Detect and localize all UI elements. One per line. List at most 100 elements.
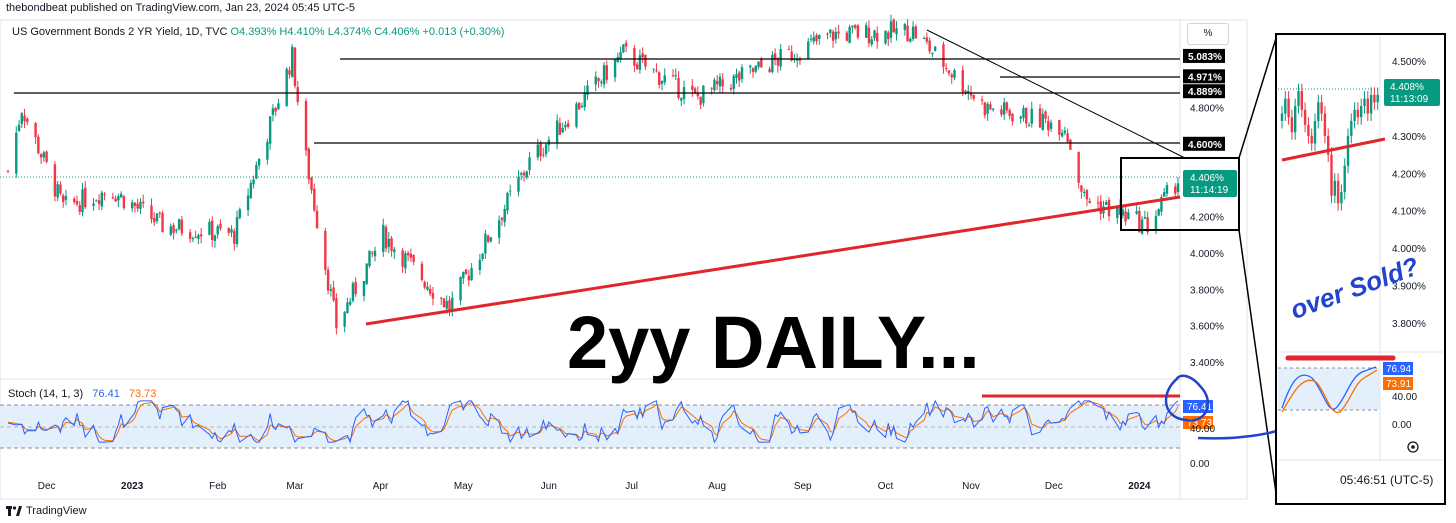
candle-body [34,123,37,138]
candle-body [81,189,84,213]
candle-body [864,25,868,38]
zoom-candle-body [1336,180,1340,204]
candle-body [776,58,780,66]
candle-body [953,70,956,78]
candle-body [738,72,741,81]
candle-body [155,213,159,222]
stoch-d-value: 73.73 [128,388,157,400]
candle-body [26,118,29,122]
candle-body [1058,120,1061,135]
zoom-candle-body [1320,102,1323,114]
candle-body [1066,133,1069,142]
candle-body [583,92,586,108]
candle-body [219,223,222,229]
zoom-candle-body [1307,124,1310,136]
zoom-candle-body [1317,102,1320,121]
candle-body [597,78,600,82]
candle-body [1127,212,1130,219]
candle-body [773,53,777,60]
candle-body [853,25,857,28]
candle-body [406,252,410,256]
candle-body [660,80,664,84]
zoom-candle-body [1366,98,1369,114]
candle-body [136,203,139,209]
zoom-stoch-d [1281,369,1378,413]
tradingview-brand: TradingView [26,505,87,517]
candle-body [1019,116,1022,119]
candle-body [729,87,733,90]
candle-body [751,68,755,72]
zoom-y-tick-label: 3.900% [1392,281,1426,292]
zoom-candle-body [1290,117,1294,133]
candle-body [779,49,782,67]
stoch-d-tag: 73.73 [1187,418,1212,429]
candle-body [655,70,658,72]
candle-body [693,88,697,94]
candle-body [867,27,871,44]
candle-body [586,85,589,95]
candle-body [1027,124,1031,126]
candle-body [274,107,277,112]
y-tick-label: 3.600% [1190,322,1224,333]
candle-body [285,68,288,106]
candle-body [199,234,203,237]
percent-scale-button[interactable]: % [1187,23,1229,45]
candle-body [710,87,713,89]
candle-body [61,195,65,203]
candle-body [73,198,76,202]
zoom-candle-body [1303,109,1307,125]
candle-body [1069,139,1072,150]
candle-body [56,184,59,198]
candle-body [1011,113,1014,122]
zoom-candle-body [1284,98,1287,114]
candle-body [873,30,876,39]
candle-body [177,219,181,230]
candle-body [671,75,675,77]
candle-body [348,301,352,305]
candle-body [1105,201,1108,206]
candle-body [1085,190,1089,200]
candle-body [467,275,471,281]
stoch-k-tag: 76.41 [1187,402,1212,413]
candle-body [235,216,239,245]
candle-body [130,202,134,209]
zoom-candle-body [1294,106,1297,133]
candle-body [1154,216,1158,231]
candle-body [382,224,385,252]
candle-body [1174,186,1177,194]
zoom-candle-body [1363,98,1366,107]
candle-body [945,68,948,70]
ohlc-values: O4.393% H4.410% L4.374% C4.406% +0.013 (… [230,26,505,38]
candle-body [1135,211,1138,214]
candle-body [1025,107,1028,124]
candle-body [771,54,774,73]
candle-body [870,39,873,45]
x-tick-label: Nov [962,481,980,492]
candle-body [17,124,21,132]
candle-body [384,226,388,249]
candle-body [986,103,989,114]
settings-gear-icon[interactable] [1407,441,1419,453]
candle-body [644,54,647,67]
candle-body [208,221,211,235]
zoom-y-tick-label: 4.000% [1392,244,1426,255]
candle-body [658,72,661,85]
candle-body [78,205,81,212]
candle-body [249,182,253,198]
candle-body [950,74,953,78]
candle-body [1077,151,1080,183]
candle-body [1038,108,1042,128]
candle-body [197,235,200,239]
candle-body [277,103,280,110]
candle-body [837,31,840,34]
candle-body [252,179,255,185]
candle-body [1047,120,1050,131]
candle-body [787,49,791,51]
candle-body [1002,102,1006,115]
candle-body [619,51,622,60]
candle-body [580,105,584,107]
candle-body [1008,110,1011,116]
candle-body [942,44,945,67]
circle-scribble [1164,374,1210,422]
